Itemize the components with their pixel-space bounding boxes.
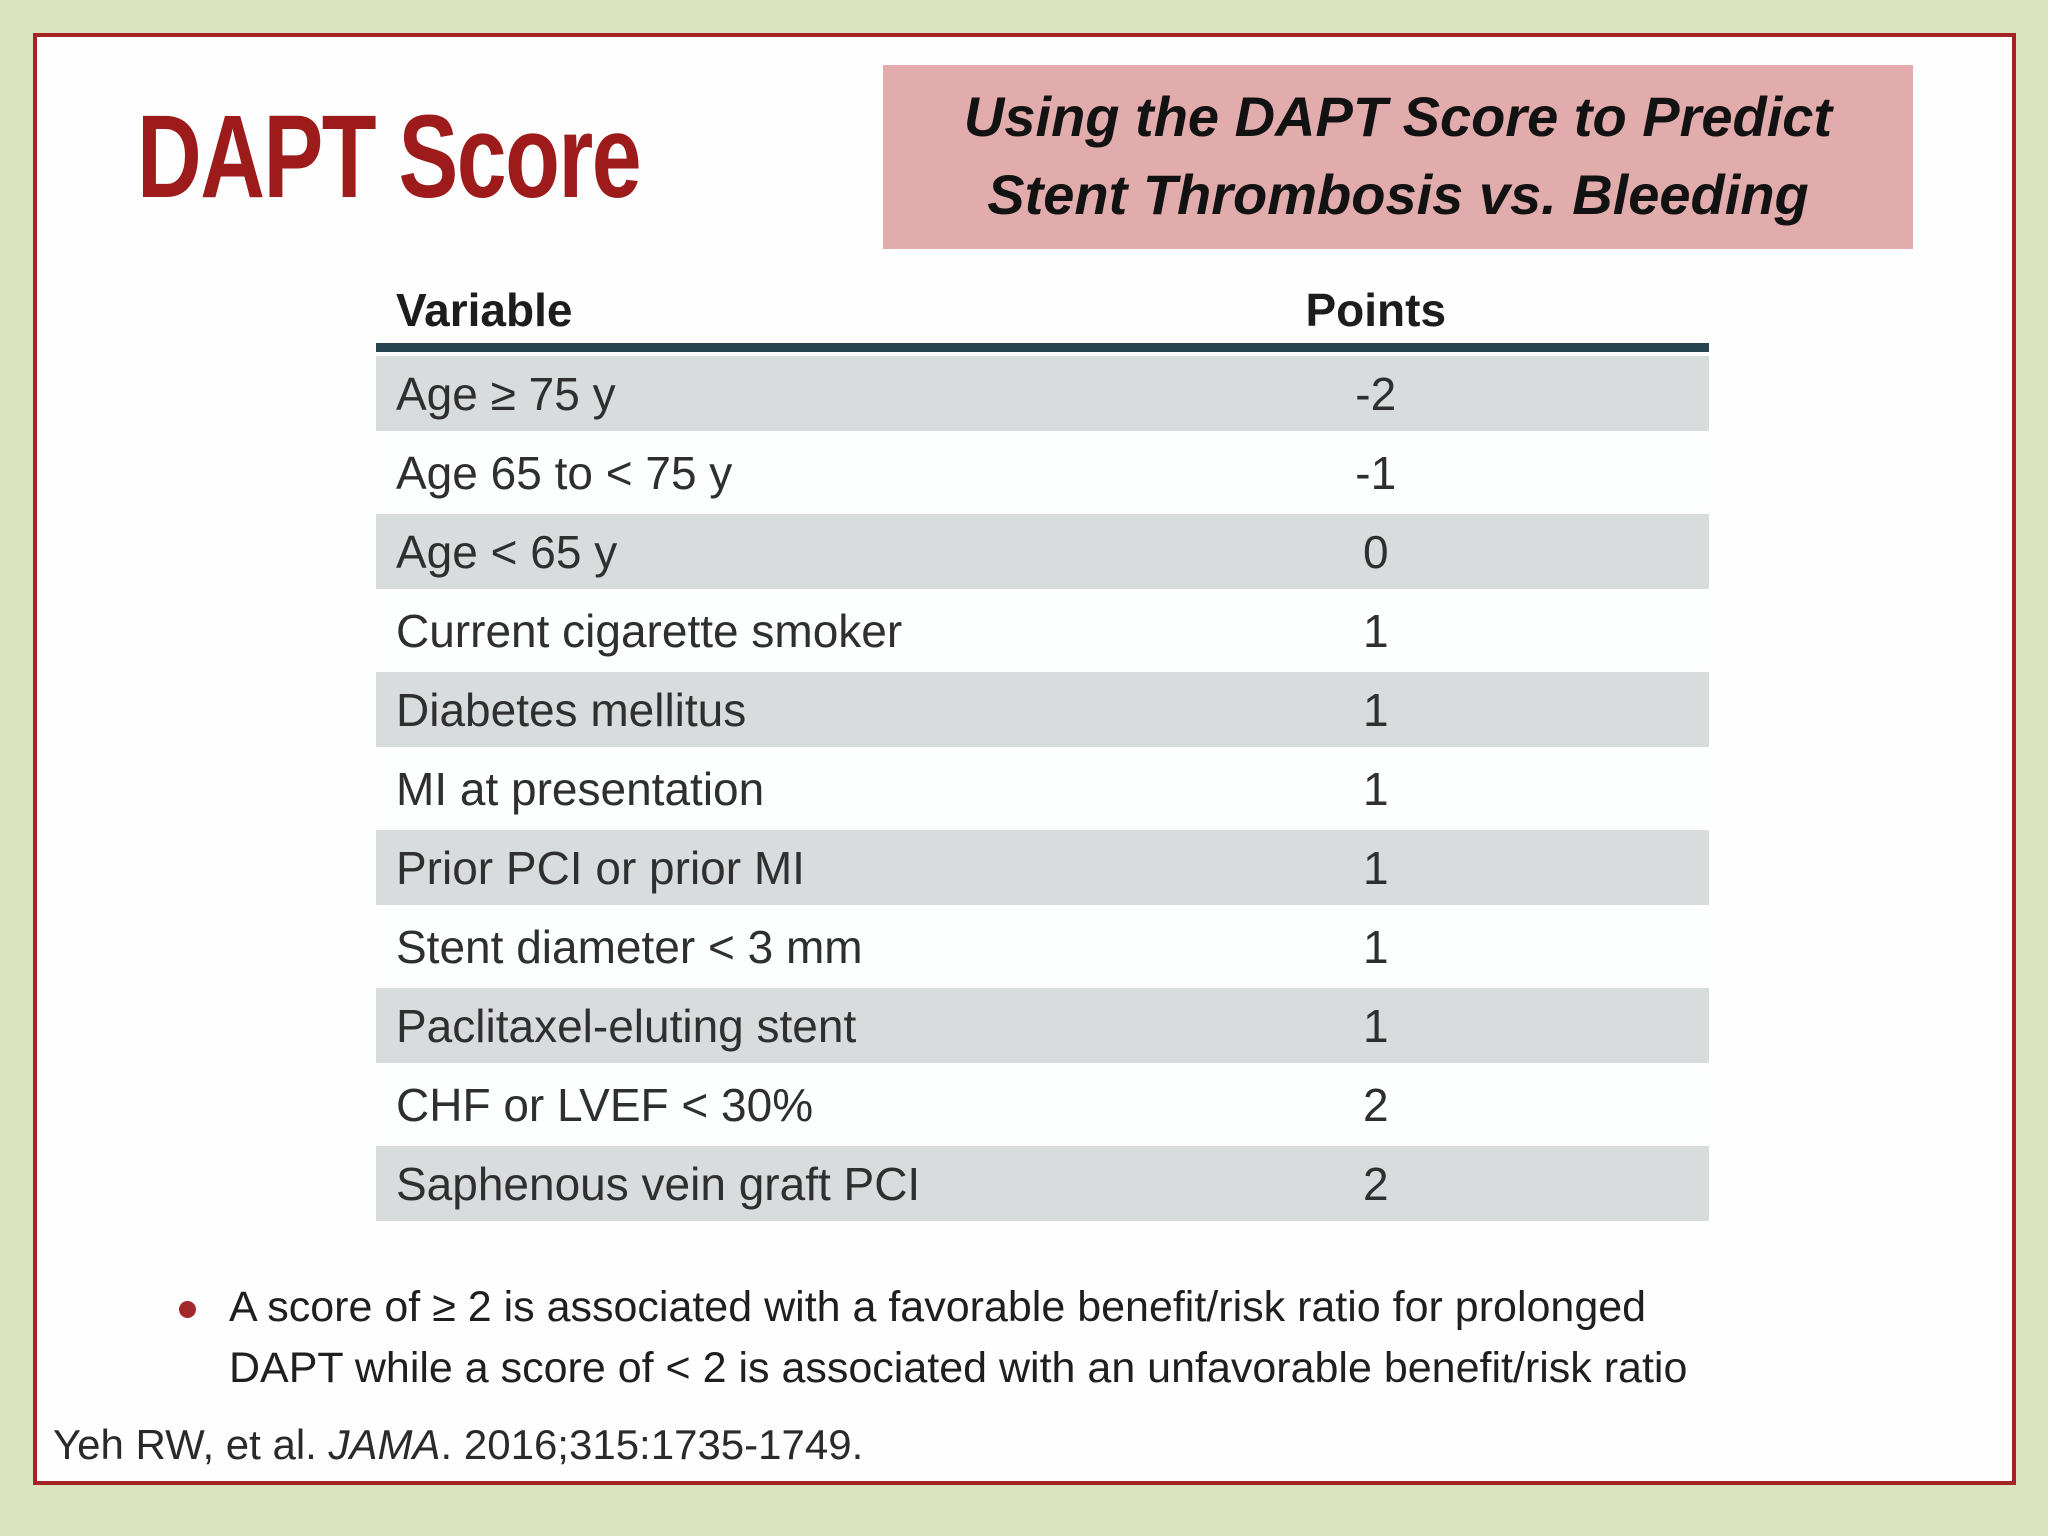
row-variable: Age 65 to < 75 y [396, 446, 733, 499]
citation-journal: JAMA [328, 1421, 441, 1468]
row-points: 1 [1362, 920, 1389, 973]
table-body: Age ≥ 75 y -2 Age 65 to < 75 y -1 Age < 65 y… [376, 356, 1709, 1221]
row-variable: CHF or LVEF < 30% [396, 1078, 814, 1131]
row-variable: Saphenous vein graft PCI [396, 1157, 921, 1210]
table-row: CHF or LVEF < 30% 2 [376, 1067, 1709, 1142]
bullet-icon [179, 1301, 196, 1318]
table-row: Stent diameter < 3 mm 1 [376, 909, 1709, 984]
row-points: -1 [1355, 446, 1397, 499]
row-variable: Diabetes mellitus [396, 683, 747, 736]
note-line1: A score of ≥ 2 is associated with a favo… [229, 1283, 1647, 1331]
citation-authors: Yeh RW, et al. [53, 1421, 329, 1468]
row-points: 2 [1362, 1157, 1389, 1210]
table-row: Age < 65 y 0 [376, 514, 1709, 589]
row-points: 0 [1362, 525, 1389, 578]
table-row: Paclitaxel-eluting stent 1 [376, 988, 1709, 1063]
row-points: 1 [1362, 999, 1389, 1052]
column-header-points: Points [1305, 284, 1447, 336]
banner-box: Using the DAPT Score to Predict Stent Th… [883, 65, 1913, 249]
row-variable: Paclitaxel-eluting stent [396, 999, 857, 1052]
citation-reference: . 2016;315:1735-1749. [440, 1421, 864, 1468]
table-row: Age ≥ 75 y -2 [376, 356, 1709, 431]
banner-line2: Stent Thrombosis vs. Bleeding [987, 163, 1809, 226]
row-variable: Age < 65 y [396, 525, 618, 578]
table-row: MI at presentation 1 [376, 751, 1709, 826]
table-header-row: Variable Points [376, 277, 1709, 352]
row-points: -2 [1355, 367, 1397, 420]
page-title: DAPT Score [137, 91, 642, 223]
row-points: 2 [1362, 1078, 1389, 1131]
slide: DAPT Score Using the DAPT Score to Predi… [33, 33, 2016, 1485]
row-variable: MI at presentation [396, 762, 765, 815]
table-row: Current cigarette smoker 1 [376, 593, 1709, 668]
table-row: Age 65 to < 75 y -1 [376, 435, 1709, 510]
table-row: Saphenous vein graft PCI 2 [376, 1146, 1709, 1221]
score-note: A score of ≥ 2 is associated with a favo… [179, 1277, 1687, 1399]
banner-line1: Using the DAPT Score to Predict [963, 85, 1833, 148]
row-points: 1 [1362, 683, 1389, 736]
note-text: A score of ≥ 2 is associated with a favo… [229, 1277, 1687, 1399]
table-row: Diabetes mellitus 1 [376, 672, 1709, 747]
row-points: 1 [1362, 604, 1389, 657]
note-line2: DAPT while a score of < 2 is associated … [229, 1344, 1688, 1392]
row-variable: Current cigarette smoker [396, 604, 903, 657]
table-row: Prior PCI or prior MI 1 [376, 830, 1709, 905]
column-header-variable: Variable [396, 284, 573, 336]
row-variable: Prior PCI or prior MI [396, 841, 805, 894]
row-points: 1 [1362, 762, 1389, 815]
dapt-score-table: Variable Points Age ≥ 75 y -2 Age 65 to < … [376, 277, 1709, 1225]
row-variable: Stent diameter < 3 mm [396, 920, 863, 973]
row-variable: Age ≥ 75 y [396, 367, 616, 420]
row-points: 1 [1362, 841, 1389, 894]
citation: Yeh RW, et al. JAMA. 2016;315:1735-1749. [53, 1421, 863, 1469]
